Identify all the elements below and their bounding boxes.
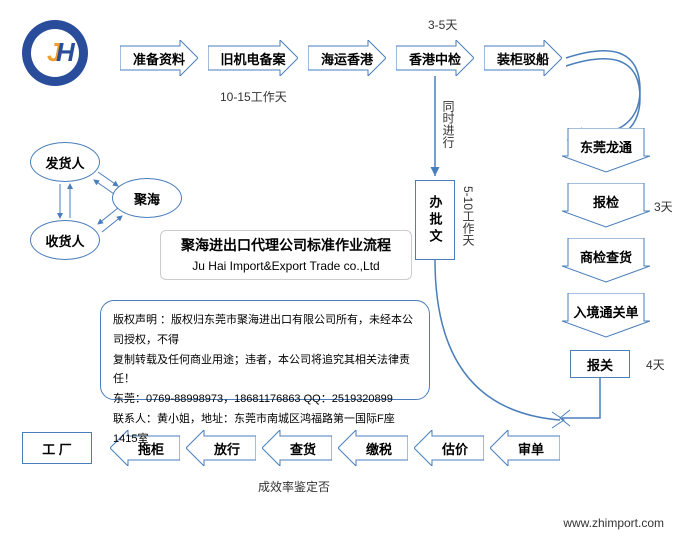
step-baoguan: 报关 [570, 350, 630, 378]
label-5-10-days: 5-10工作天 [460, 186, 477, 246]
step-gujia: 估价 [414, 430, 484, 466]
step-shendan-label: 审单 [518, 439, 544, 458]
step-sjcg-label: 商检查货 [580, 247, 632, 266]
step-sea-hk-label: 海运香港 [321, 49, 373, 68]
step-dglt: 东莞龙通 [562, 130, 650, 170]
label-bottom-annotation: 成效率鉴定否 [258, 478, 330, 495]
info-line3: 东莞：0769-88998973，18681176863 QQ：25193208… [113, 390, 417, 410]
info-box: 版权声明 ：版权归东莞市聚海进出口有限公司所有，未经本公司授权，不得 复制转载及… [100, 300, 430, 400]
label-3-5-days: 3-5天 [428, 16, 457, 33]
step-approval-label: 办批文 [426, 195, 445, 246]
factory-label: 工 厂 [42, 439, 72, 458]
label-concurrent: 同时进行 [440, 100, 457, 148]
step-rjtgd: 入境通关单 [562, 295, 650, 335]
step-rjtgd-label: 入境通关单 [573, 302, 638, 321]
step-prep: 准备资料 [120, 40, 198, 76]
label-4-days: 4天 [646, 356, 665, 373]
step-baojian: 报检 [562, 185, 650, 225]
step-load-label: 装柜驳船 [497, 49, 549, 68]
info-line4: 联系人：黄小姐，地址：东莞市南城区鸿福路第一国际F座1415室 [113, 410, 417, 450]
step-approval: 办批文 [415, 180, 455, 260]
step-dglt-label: 东莞龙通 [580, 137, 632, 156]
step-sea-hk: 海运香港 [308, 40, 386, 76]
step-prep-label: 准备资料 [133, 49, 185, 68]
step-baojian-label: 报检 [593, 192, 619, 211]
title-cn: 聚海进出口代理公司标准作业流程 [167, 235, 405, 255]
step-sjcg: 商检查货 [562, 240, 650, 280]
info-line2: 复制转载及任何商业用途；违者，本公司将追究其相关法律责任！ [113, 351, 417, 391]
step-baoguan-label: 报关 [587, 355, 613, 374]
step-shendan: 审单 [490, 430, 560, 466]
title-en: Ju Hai Import&Export Trade co.,Ltd [167, 259, 405, 273]
footer-url: www.zhimport.com [563, 516, 664, 530]
title-box: 聚海进出口代理公司标准作业流程 Ju Hai Import&Export Tra… [160, 230, 412, 280]
step-record: 旧机电备案 [208, 40, 298, 76]
label-3-days: 3天 [654, 198, 673, 215]
step-hk-insp-label: 香港中检 [409, 49, 461, 68]
step-hk-insp: 香港中检 [396, 40, 474, 76]
info-line1: 版权声明 ：版权归东莞市聚海进出口有限公司所有，未经本公司授权，不得 [113, 311, 417, 351]
label-10-15-days: 10-15工作天 [220, 88, 287, 105]
step-gujia-label: 估价 [442, 439, 468, 458]
step-record-label: 旧机电备案 [220, 49, 285, 68]
step-load: 装柜驳船 [484, 40, 562, 76]
factory-box: 工 厂 [22, 432, 92, 464]
